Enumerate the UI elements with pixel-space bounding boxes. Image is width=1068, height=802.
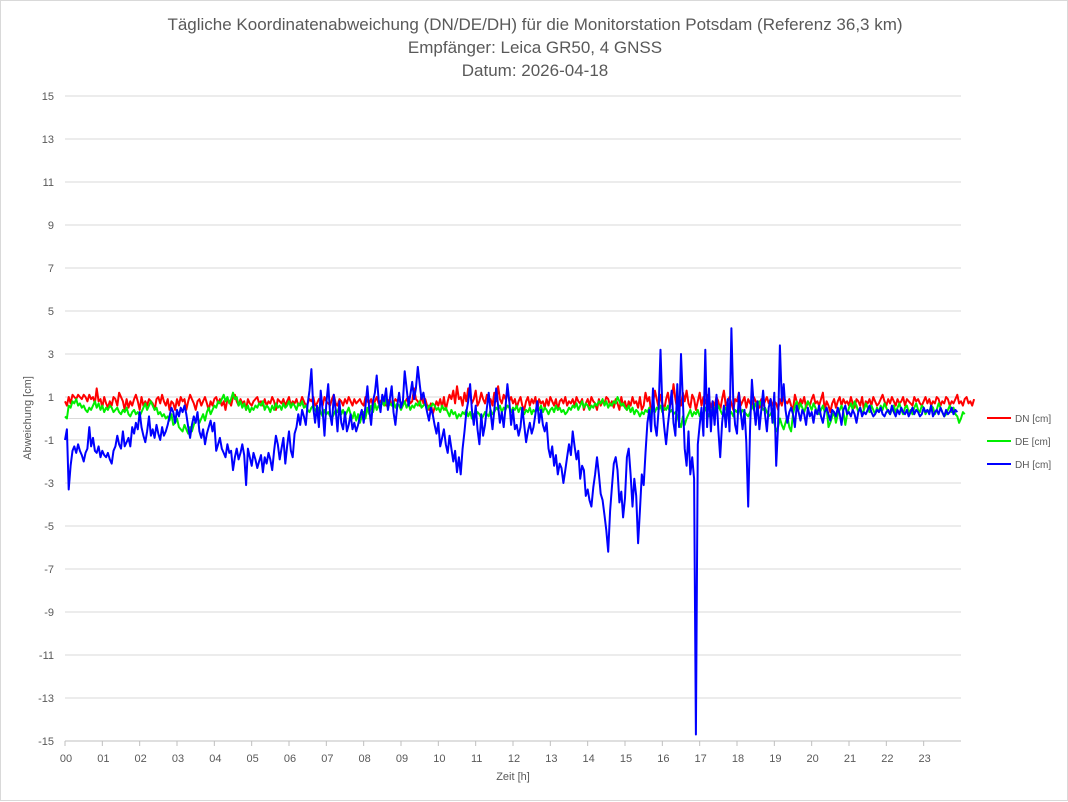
y-axis-label: Abweichung [cm]	[22, 376, 34, 460]
y-tick-label: 3	[48, 349, 54, 361]
x-tick-label: 21	[844, 753, 856, 765]
y-tick-label: 5	[48, 306, 54, 318]
x-tick-label: 04	[209, 753, 221, 765]
y-tick-label: -3	[44, 478, 54, 490]
x-tick-label: 14	[583, 753, 595, 765]
x-tick-label: 00	[60, 753, 72, 765]
y-tick-label: -11	[39, 650, 54, 662]
x-axis-label: Zeit [h]	[496, 771, 530, 783]
x-tick-label: 23	[919, 753, 931, 765]
chart-title-line-2: Empfänger: Leica GR50, 4 GNSS	[408, 38, 662, 57]
legend: DN [cm] DE [cm] DH [cm]	[987, 414, 1051, 471]
x-tick-label: 02	[135, 753, 147, 765]
y-tick-label: -15	[38, 736, 54, 748]
gridlines	[65, 95, 961, 742]
y-tick-label: 13	[42, 134, 54, 146]
legend-label: DE [cm]	[1015, 437, 1051, 448]
y-tick-label: -5	[44, 521, 54, 533]
legend-label: DN [cm]	[1015, 414, 1051, 425]
y-axis-ticks: 15 13 11 9 7 5 3 1 -1 -3 -5 -7 -9 -11 -13 -15	[38, 91, 54, 748]
x-tick-label: 11	[471, 753, 482, 765]
y-tick-label: -1	[44, 435, 54, 447]
y-tick-label: 1	[48, 392, 54, 404]
chart-title: Tägliche Koordinatenabweichung (DN/DE/DH…	[167, 15, 902, 80]
series-lines	[64, 327, 976, 736]
x-tick-label: 16	[657, 753, 669, 765]
x-axis-ticks: 00 01 02 03 04 05 06 07 08 09 10 11 12 13 14 15 16 17 18 19…	[60, 740, 961, 765]
y-tick-label: 7	[48, 263, 54, 275]
series-line-1	[64, 383, 976, 416]
x-tick-label: 06	[284, 753, 296, 765]
y-tick-label: -9	[44, 607, 54, 619]
x-tick-label: 05	[247, 753, 259, 765]
x-tick-label: 20	[807, 753, 819, 765]
x-tick-label: 01	[97, 753, 109, 765]
x-tick-label: 03	[172, 753, 184, 765]
y-tick-label: -7	[44, 564, 54, 576]
x-tick-label: 18	[732, 753, 744, 765]
y-tick-label: 15	[42, 91, 54, 103]
x-tick-label: 08	[359, 753, 371, 765]
legend-label: DH [cm]	[1015, 460, 1051, 471]
x-tick-label: 15	[620, 753, 632, 765]
x-tick-label: 22	[881, 753, 893, 765]
x-tick-label: 07	[321, 753, 333, 765]
chart-title-line-3: Datum: 2026-04-18	[462, 61, 608, 80]
x-tick-label: 12	[508, 753, 520, 765]
x-tick-label: 13	[545, 753, 557, 765]
chart-title-line-1: Tägliche Koordinatenabweichung (DN/DE/DH…	[167, 15, 902, 34]
y-tick-label: 11	[43, 177, 54, 189]
x-tick-label: 17	[695, 753, 707, 765]
x-tick-label: 10	[433, 753, 445, 765]
x-tick-label: 09	[396, 753, 408, 765]
y-tick-label: 9	[48, 220, 54, 232]
y-tick-label: -13	[38, 693, 54, 705]
series-line-2	[64, 391, 966, 435]
series-line-3	[64, 327, 959, 736]
x-tick-label: 19	[769, 753, 781, 765]
